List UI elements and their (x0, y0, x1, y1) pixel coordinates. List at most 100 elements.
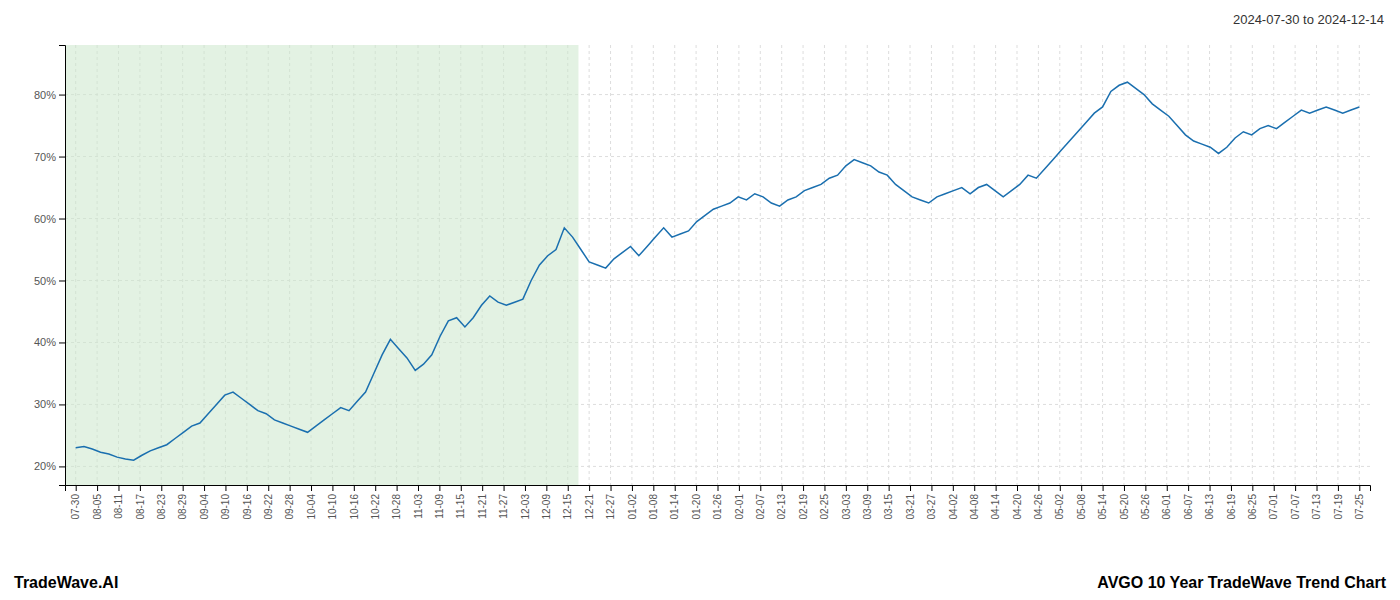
y-tick-label: 20% (34, 460, 56, 472)
x-tick: 06-25 (1247, 485, 1258, 520)
x-tick-mark (354, 485, 355, 491)
grid-line-x (696, 45, 697, 485)
x-tick: 10-10 (327, 485, 338, 520)
x-tick-label: 06-01 (1161, 494, 1172, 520)
x-tick-mark (225, 485, 226, 491)
x-tick: 07-25 (1354, 485, 1365, 520)
grid-line-x (845, 45, 846, 485)
grid-line-x (1102, 45, 1103, 485)
y-tick: 50% (34, 275, 65, 287)
x-tick-label: 11-27 (498, 494, 509, 519)
x-tick: 12-27 (605, 485, 616, 520)
y-tick-mark (59, 157, 65, 158)
x-tick-mark (739, 485, 740, 491)
x-tick-mark (824, 485, 825, 491)
x-tick-label: 04-20 (1012, 494, 1023, 520)
x-tick-label: 01-02 (627, 494, 638, 520)
y-tick-label: 40% (34, 336, 56, 348)
x-tick-label: 03-03 (841, 494, 852, 520)
y-tick: 70% (34, 151, 65, 163)
x-tick-mark (1124, 485, 1125, 491)
x-tick: 12-09 (541, 485, 552, 520)
grid-line-x (1017, 45, 1018, 485)
x-tick-label: 04-02 (948, 494, 959, 520)
x-tick-mark (311, 485, 312, 491)
x-tick-mark (268, 485, 269, 491)
x-tick: 07-30 (70, 485, 81, 520)
x-tick: 01-26 (712, 485, 723, 520)
grid-line-x (1209, 45, 1210, 485)
x-tick-label: 02-25 (819, 494, 830, 520)
x-tick-mark (118, 485, 119, 491)
x-tick-mark (718, 485, 719, 491)
x-tick-mark (1081, 485, 1082, 491)
x-tick-label: 10-04 (306, 494, 317, 520)
y-tick-mark (59, 95, 65, 96)
x-tick-mark (461, 485, 462, 491)
x-tick-label: 11-03 (413, 494, 424, 519)
x-tick-label: 11-15 (455, 494, 466, 519)
x-tick-mark (97, 485, 98, 491)
x-tick-mark (803, 485, 804, 491)
x-tick-mark (418, 485, 419, 491)
grid-line-x (995, 45, 996, 485)
x-tick-label: 08-17 (135, 494, 146, 520)
x-tick-label: 06-25 (1247, 494, 1258, 520)
x-tick-mark (675, 485, 676, 491)
x-tick: 04-26 (1033, 485, 1044, 520)
x-tick-label: 03-15 (883, 494, 894, 520)
grid (65, 45, 1370, 485)
grid-line-x (952, 45, 953, 485)
grid-line-x (931, 45, 932, 485)
x-tick-mark (1103, 485, 1104, 491)
x-tick: 11-03 (413, 485, 424, 519)
x-tick-label: 08-05 (92, 494, 103, 520)
grid-line-x (781, 45, 782, 485)
x-tick-label: 04-14 (990, 494, 1001, 520)
x-tick-label: 06-13 (1204, 494, 1215, 520)
y-tick: 30% (34, 398, 65, 410)
x-tick-mark (1017, 485, 1018, 491)
x-tick: 06-19 (1226, 485, 1237, 520)
y-axis-line (59, 46, 66, 486)
x-tick: 06-07 (1183, 485, 1194, 520)
x-tick-mark (504, 485, 505, 491)
x-tick-mark (931, 485, 932, 491)
x-tick: 09-04 (199, 485, 210, 520)
grid-line-x (1295, 45, 1296, 485)
x-tick-label: 12-21 (584, 494, 595, 520)
line (76, 82, 1360, 460)
grid-line-x (1123, 45, 1124, 485)
x-tick-label: 07-13 (1311, 494, 1322, 520)
x-tick: 07-13 (1311, 485, 1322, 520)
x-tick: 08-29 (177, 485, 188, 520)
x-tick-label: 09-10 (220, 494, 231, 520)
x-tick-label: 07-25 (1354, 494, 1365, 520)
shaded-span (65, 45, 578, 485)
grid-line-x (888, 45, 889, 485)
grid-line-x (674, 45, 675, 485)
x-tick-label: 06-07 (1183, 494, 1194, 520)
x-tick-label: 01-14 (669, 494, 680, 520)
x-tick-label: 10-10 (327, 494, 338, 520)
x-tick-mark (204, 485, 205, 491)
grid-line-x (1081, 45, 1082, 485)
chart-container: 07-3008-0508-1108-1708-2308-2909-0409-10… (0, 0, 1400, 600)
x-tick-mark (482, 485, 483, 491)
x-tick-label: 03-27 (926, 494, 937, 520)
x-tick-mark (696, 485, 697, 491)
x-tick: 04-02 (948, 485, 959, 520)
y-tick-label: 50% (34, 275, 56, 287)
x-tick-mark (525, 485, 526, 491)
x-tick-mark (653, 485, 654, 491)
x-tick: 09-10 (220, 485, 231, 520)
grid-line-x (738, 45, 739, 485)
x-tick: 03-09 (862, 485, 873, 520)
grid-line-x (1230, 45, 1231, 485)
grid-line-x (1252, 45, 1253, 485)
x-tick-label: 04-08 (969, 494, 980, 520)
x-tick-label: 04-26 (1033, 494, 1044, 520)
x-tick: 07-01 (1268, 485, 1279, 520)
x-tick-mark (1167, 485, 1168, 491)
x-tick: 09-16 (242, 485, 253, 520)
